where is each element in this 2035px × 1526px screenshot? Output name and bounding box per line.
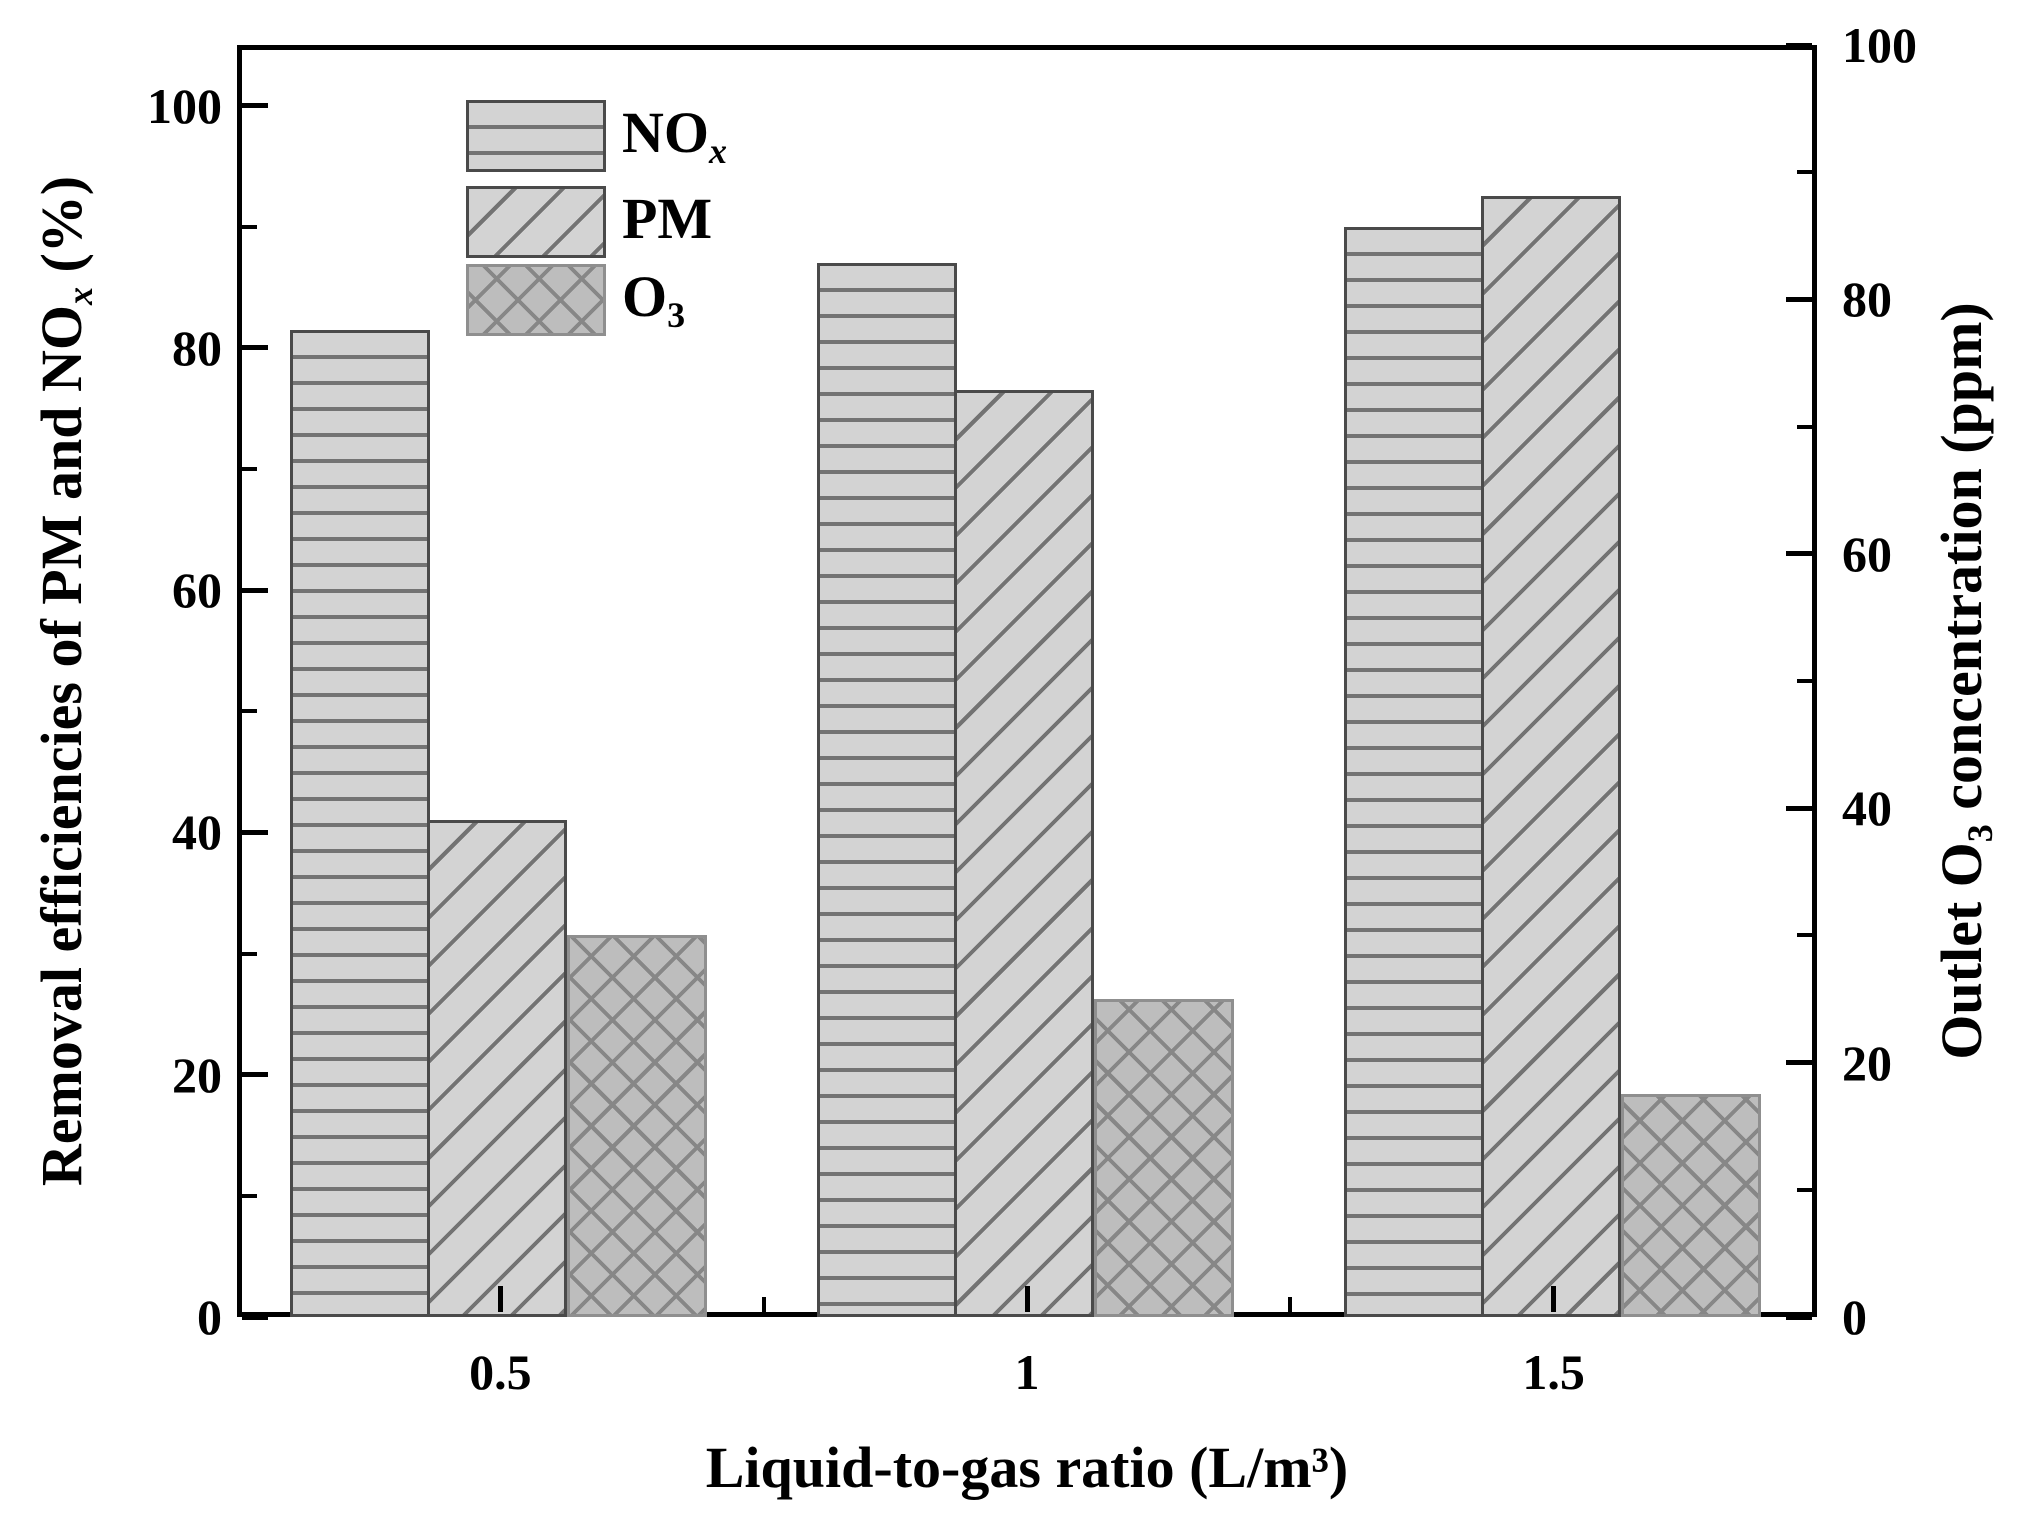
bar-o3-0.5: [567, 935, 707, 1317]
bar-nox-1.5: [1344, 227, 1484, 1317]
left-axis-major-tick: [242, 1314, 268, 1320]
legend-label-pm: PM: [622, 186, 713, 251]
x-axis-title: Liquid-to-gas ratio (L/m³): [705, 1435, 1349, 1500]
bar-nox-1: [817, 263, 957, 1317]
x-axis-major-tick: [1551, 1286, 1557, 1312]
x-axis-major-tick: [1024, 1286, 1030, 1312]
right-axis-major-tick: [1786, 551, 1812, 557]
left-axis-major-tick: [242, 103, 268, 109]
left-axis-tick-label: 0: [197, 1289, 222, 1345]
right-axis-tick-label: 20: [1842, 1034, 1892, 1091]
right-axis-minor-tick: [1797, 933, 1812, 938]
x-axis-major-tick: [497, 1286, 503, 1312]
left-axis-major-tick: [242, 829, 268, 835]
right-axis-major-tick: [1786, 296, 1812, 302]
right-axis-major-tick: [1786, 805, 1812, 811]
right-axis-tick-label: 100: [1842, 17, 1917, 73]
bar-nox-0.5: [290, 330, 430, 1317]
right-axis-tick-label: 40: [1842, 780, 1892, 837]
bar-o3-1: [1094, 999, 1234, 1317]
x-axis-tick-label: 1.5: [1522, 1344, 1585, 1400]
left-axis-tick-label: 80: [172, 319, 222, 376]
left-axis-tick-label: 40: [172, 804, 222, 861]
right-axis-tick-label: 60: [1842, 525, 1892, 582]
legend-swatch-nox: [466, 100, 606, 172]
legend-label-o3: O3: [622, 264, 686, 335]
right-axis-minor-tick: [1797, 1187, 1812, 1192]
left-axis-tick-label: 60: [172, 562, 222, 619]
right-axis-tick-label: 80: [1842, 271, 1892, 328]
x-axis-minor-tick: [761, 1297, 766, 1312]
left-axis-tick-label: 100: [147, 77, 222, 134]
right-axis-major-tick: [1786, 1314, 1812, 1320]
left-axis-minor-tick: [242, 709, 257, 714]
left-axis-major-tick: [242, 587, 268, 593]
x-axis-tick-label: 0.5: [469, 1344, 532, 1400]
left-axis-major-tick: [242, 1072, 268, 1078]
x-axis-minor-tick: [1288, 1297, 1293, 1312]
right-axis-major-tick: [1786, 42, 1812, 48]
left-axis-minor-tick: [242, 467, 257, 471]
left-axis-title: Removal efficiencies of PM and NOx (%): [29, 175, 100, 1187]
legend-label-nox: NOx: [622, 100, 727, 171]
right-axis-major-tick: [1786, 1060, 1812, 1066]
bar-pm-0.5: [427, 820, 567, 1317]
left-axis-major-tick: [242, 345, 268, 351]
legend-swatch-o3: [466, 264, 606, 336]
right-axis-minor-tick: [1797, 679, 1812, 683]
left-axis-minor-tick: [242, 1193, 257, 1198]
right-axis-minor-tick: [1797, 424, 1812, 429]
bar-o3-1.5: [1621, 1094, 1761, 1317]
right-axis-title: Outlet O3 concentration (ppm): [1929, 302, 2000, 1060]
bar-pm-1: [954, 390, 1094, 1317]
right-axis-minor-tick: [1797, 170, 1812, 175]
x-axis-tick-label: 1: [1014, 1344, 1040, 1400]
legend-swatch-pm: [466, 186, 606, 258]
left-axis-minor-tick: [242, 951, 257, 956]
right-axis-tick-label: 0: [1842, 1289, 1867, 1345]
left-axis-minor-tick: [242, 224, 257, 229]
bar-pm-1.5: [1481, 196, 1621, 1317]
left-axis-tick-label: 20: [172, 1046, 222, 1103]
